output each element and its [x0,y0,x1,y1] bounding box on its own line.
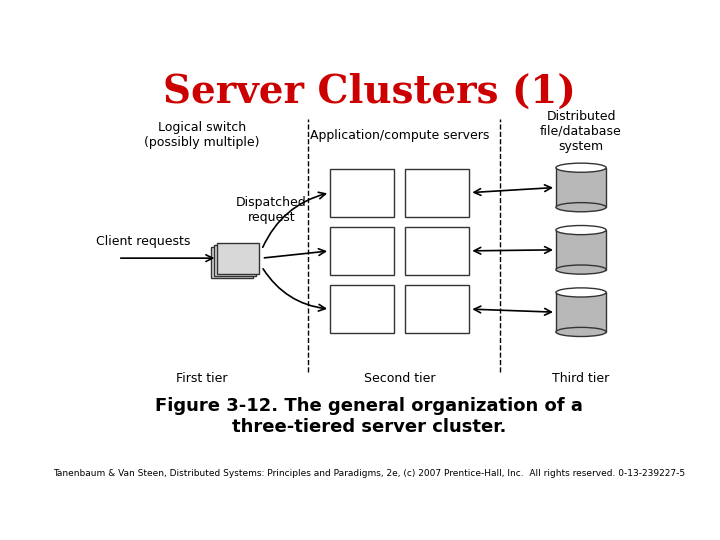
Text: Dispatched
request: Dispatched request [236,197,307,224]
Ellipse shape [556,226,606,235]
Bar [330,285,394,333]
Ellipse shape [556,327,606,336]
Bar [556,230,606,269]
Text: Distributed
file/database
system: Distributed file/database system [540,110,622,153]
Text: Logical switch
(possibly multiple): Logical switch (possibly multiple) [144,122,259,150]
Text: Third tier: Third tier [552,372,610,385]
Bar [330,227,394,275]
Bar [405,285,469,333]
Ellipse shape [556,265,606,274]
Bar [556,293,606,332]
Text: Client requests: Client requests [96,235,190,248]
Text: Tanenbaum & Van Steen, Distributed Systems: Principles and Paradigms, 2e, (c) 20: Tanenbaum & Van Steen, Distributed Syste… [53,469,685,477]
Bar [214,245,256,276]
Ellipse shape [556,288,606,297]
Text: Server Clusters (1): Server Clusters (1) [163,73,575,111]
Bar [217,242,258,274]
Bar [330,168,394,217]
Bar [405,227,469,275]
Bar [212,247,253,278]
Ellipse shape [556,202,606,212]
Text: Figure 3-12. The general organization of a
three-tiered server cluster.: Figure 3-12. The general organization of… [155,397,583,436]
Bar [556,168,606,207]
Bar [405,168,469,217]
Text: Application/compute servers: Application/compute servers [310,129,490,142]
Text: First tier: First tier [176,372,228,385]
Ellipse shape [556,163,606,172]
Text: Second tier: Second tier [364,372,436,385]
